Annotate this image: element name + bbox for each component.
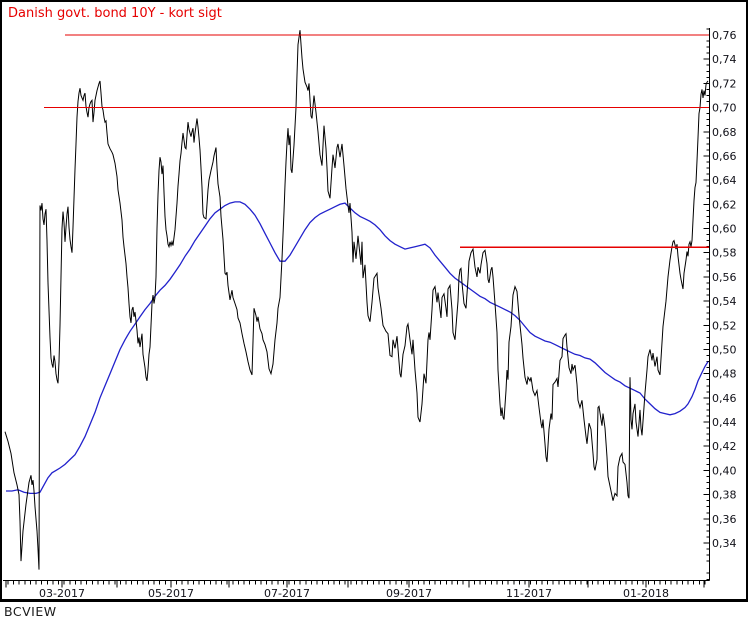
x-axis: 03-2017 05-2017 07-2017 09-2017 11-2017 01-20… [5, 580, 706, 600]
y-tick-label: 0,68 [712, 126, 737, 139]
x-tick-label: 11-2017 [506, 587, 552, 600]
y-tick-label: 0,54 [712, 295, 737, 308]
y-tick-label: 0,34 [712, 537, 737, 550]
y-tick-label: 0,36 [712, 513, 737, 526]
y-tick-label: 0,76 [712, 29, 737, 42]
x-tick-label: 01-2018 [623, 587, 669, 600]
y-tick-label: 0,52 [712, 319, 737, 332]
y-tick-label: 0,56 [712, 271, 737, 284]
price-chart: 0,76 0,74 0,72 0,70 0,68 0,66 0,64 0,62 0,60 0,58… [3, 28, 737, 600]
y-tick-label: 0,42 [712, 440, 737, 453]
x-tick-label: 03-2017 [39, 587, 85, 600]
y-axis: 0,76 0,74 0,72 0,70 0,68 0,66 0,64 0,62 0,60 0,58… [703, 28, 737, 580]
y-tick-label: 0,38 [712, 489, 737, 502]
y-tick-label: 0,72 [712, 77, 737, 90]
level-lines-group [44, 34, 709, 248]
x-tick-label: 05-2017 [148, 587, 194, 600]
axes-group [3, 28, 710, 581]
price-line [4, 30, 709, 570]
y-tick-label: 0,44 [712, 416, 737, 429]
y-tick-label: 0,48 [712, 368, 737, 381]
y-tick-label: 0,58 [712, 247, 737, 260]
y-tick-label: 0,64 [712, 174, 737, 187]
y-tick-label: 0,66 [712, 150, 737, 163]
y-tick-label: 0,70 [712, 102, 737, 115]
brand-label: BCVIEW [4, 604, 57, 619]
y-tick-label: 0,50 [712, 343, 737, 356]
moving-average-line [6, 201, 709, 495]
y-tick-label: 0,62 [712, 198, 737, 211]
y-tick-label: 0,60 [712, 223, 737, 236]
x-tick-label: 07-2017 [264, 587, 310, 600]
x-tick-label: 09-2017 [386, 587, 432, 600]
chart-title: Danish govt. bond 10Y - kort sigt [8, 6, 222, 21]
y-tick-label: 0,46 [712, 392, 737, 405]
chart-window [0, 0, 748, 602]
y-tick-label: 0,74 [712, 53, 737, 66]
series-group [4, 30, 709, 570]
y-tick-label: 0,40 [712, 464, 737, 477]
